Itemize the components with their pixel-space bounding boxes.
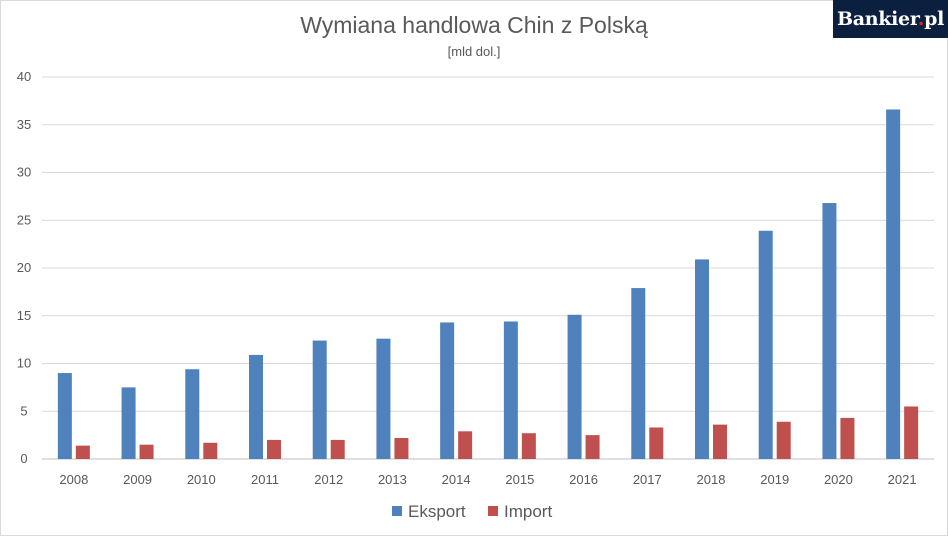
- y-tick-label: 0: [20, 451, 27, 466]
- bar-eksport-2018: [695, 259, 709, 459]
- legend-swatch-import: [488, 506, 498, 516]
- bankier-logo: Bankier.pl: [833, 0, 948, 38]
- bar-import-2008: [75, 445, 90, 459]
- logo-dot: .: [917, 8, 925, 30]
- y-tick-label: 30: [17, 165, 31, 180]
- bar-import-2016: [585, 435, 600, 459]
- x-tick-label: 2021: [888, 472, 917, 487]
- bar-import-2013: [394, 437, 409, 459]
- bar-import-2020: [840, 417, 855, 459]
- bar-eksport-2015: [503, 321, 518, 459]
- bar-import-2019: [776, 421, 791, 459]
- y-tick-label: 25: [17, 212, 31, 227]
- legend-swatch-eksport: [392, 506, 402, 516]
- bar-eksport-2013: [376, 338, 391, 459]
- y-tick-label: 20: [17, 260, 31, 275]
- x-tick-label: 2014: [442, 472, 471, 487]
- bar-import-2017: [649, 427, 664, 459]
- x-tick-label: 2011: [251, 472, 279, 487]
- x-tick-label: 2016: [569, 472, 598, 487]
- x-tick-label: 2020: [824, 472, 853, 487]
- bar-import-2011: [267, 439, 281, 459]
- x-tick-label: 2009: [123, 472, 152, 487]
- chart-title: Wymiana handlowa Chin z Polską: [300, 12, 648, 38]
- bar-eksport-2011: [249, 354, 263, 459]
- bar-eksport-2019: [758, 230, 773, 459]
- bar-eksport-2009: [121, 387, 136, 459]
- y-tick-label: 35: [17, 117, 31, 132]
- x-tick-label: 2010: [187, 472, 216, 487]
- x-tick-label: 2013: [378, 472, 407, 487]
- legend-label-import: Import: [504, 502, 552, 521]
- bar-eksport-2010: [185, 369, 200, 459]
- bar-import-2012: [330, 439, 345, 459]
- bar-eksport-2021: [886, 109, 901, 459]
- x-tick-label: 2008: [59, 472, 88, 487]
- x-tick-label: 2018: [697, 472, 726, 487]
- x-tick-label: 2012: [314, 472, 343, 487]
- bar-import-2014: [458, 431, 473, 459]
- bar-eksport-2012: [312, 340, 327, 459]
- logo-name: Bankier: [836, 8, 918, 30]
- y-tick-label: 15: [17, 308, 31, 323]
- logo-tld: pl: [924, 8, 945, 30]
- bar-import-2009: [139, 444, 154, 459]
- x-tick-label: 2015: [505, 472, 534, 487]
- bar-import-2010: [203, 442, 218, 459]
- y-tick-label: 5: [20, 403, 27, 418]
- y-tick-label: 40: [17, 69, 31, 84]
- bar-import-2018: [713, 424, 727, 459]
- chart-subtitle: [mld dol.]: [447, 44, 501, 59]
- y-tick-label: 10: [17, 356, 31, 371]
- bar-import-2021: [904, 406, 919, 459]
- x-tick-label: 2019: [760, 472, 789, 487]
- bar-eksport-2020: [822, 203, 837, 459]
- bar-eksport-2016: [567, 314, 582, 459]
- bar-import-2015: [521, 433, 536, 459]
- bar-eksport-2017: [631, 288, 646, 459]
- bar-eksport-2014: [440, 322, 455, 459]
- x-tick-label: 2017: [633, 472, 662, 487]
- bar-eksport-2008: [57, 373, 72, 459]
- legend-label-eksport: Eksport: [408, 502, 466, 521]
